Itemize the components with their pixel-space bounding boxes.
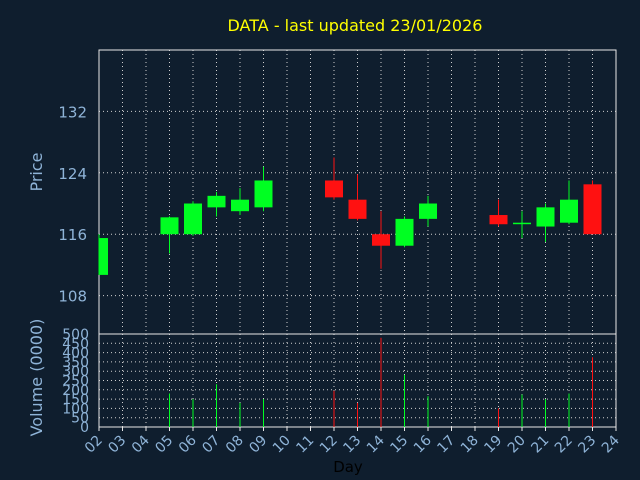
- candle-body: [99, 238, 108, 275]
- candle-body: [160, 217, 179, 235]
- volume-tick-label: 250: [62, 374, 89, 390]
- candle-body: [419, 203, 437, 219]
- x-tick-label: 24: [599, 432, 623, 456]
- volume-tick-label: 100: [62, 401, 89, 417]
- x-tick-label: 23: [575, 433, 599, 457]
- candle-body: [207, 195, 226, 208]
- x-tick-label: 17: [434, 433, 458, 457]
- x-tick-label: 07: [199, 433, 223, 457]
- price-tick-label: 132: [58, 103, 87, 121]
- volume-tick-label: 0: [80, 420, 89, 436]
- volume-tick-label: 200: [62, 383, 89, 399]
- x-tick-label: 02: [82, 433, 106, 457]
- x-tick-label: 16: [411, 432, 435, 456]
- volume-tick-label: 50: [71, 411, 89, 427]
- volume-tick-label: 300: [62, 364, 89, 380]
- candle-body: [231, 199, 249, 212]
- price-axis-label: Price: [27, 152, 46, 191]
- x-tick-label: 15: [387, 433, 411, 457]
- volume-tick-label: 450: [62, 336, 89, 352]
- x-tick-label: 22: [552, 433, 576, 457]
- x-tick-label: 19: [481, 433, 505, 457]
- x-tick-label: 04: [129, 432, 153, 456]
- volume-tick-label: 150: [62, 392, 89, 408]
- x-tick-label: 18: [458, 433, 482, 457]
- x-tick-label: 12: [317, 433, 341, 457]
- candle-body: [372, 234, 390, 246]
- x-tick-label: 13: [340, 433, 364, 457]
- x-tick-label: 14: [364, 432, 388, 456]
- candle-body: [325, 180, 343, 198]
- candle-body: [348, 199, 367, 219]
- candle-body: [395, 218, 414, 246]
- price-tick-label: 124: [58, 165, 87, 183]
- x-tick-label: 10: [270, 433, 294, 457]
- candle-body: [536, 207, 555, 227]
- chart-title: DATA - last updated 23/01/2026: [228, 16, 483, 35]
- x-tick-label: 05: [152, 433, 176, 457]
- x-tick-label: 06: [176, 432, 200, 456]
- volume-tick-label: 350: [62, 355, 89, 371]
- candle-body: [184, 203, 202, 235]
- candle-body: [560, 199, 578, 223]
- x-tick-label: 09: [246, 433, 270, 457]
- candle-body: [254, 180, 273, 208]
- candle-body: [489, 215, 508, 225]
- price-tick-label: 116: [58, 226, 87, 244]
- x-axis-label: Day: [333, 458, 363, 476]
- x-tick-label: 03: [105, 433, 129, 457]
- candle-body: [513, 222, 531, 225]
- volume-tick-label: 500: [62, 327, 89, 343]
- candle-body: [583, 184, 602, 235]
- volume-axis-label: Volume (0000): [27, 319, 46, 437]
- price-tick-label: 108: [58, 288, 87, 306]
- volume-tick-label: 400: [62, 346, 89, 362]
- x-tick-label: 08: [223, 433, 247, 457]
- x-tick-label: 20: [505, 433, 529, 457]
- x-tick-label: 21: [528, 433, 552, 457]
- x-tick-label: 11: [293, 433, 317, 457]
